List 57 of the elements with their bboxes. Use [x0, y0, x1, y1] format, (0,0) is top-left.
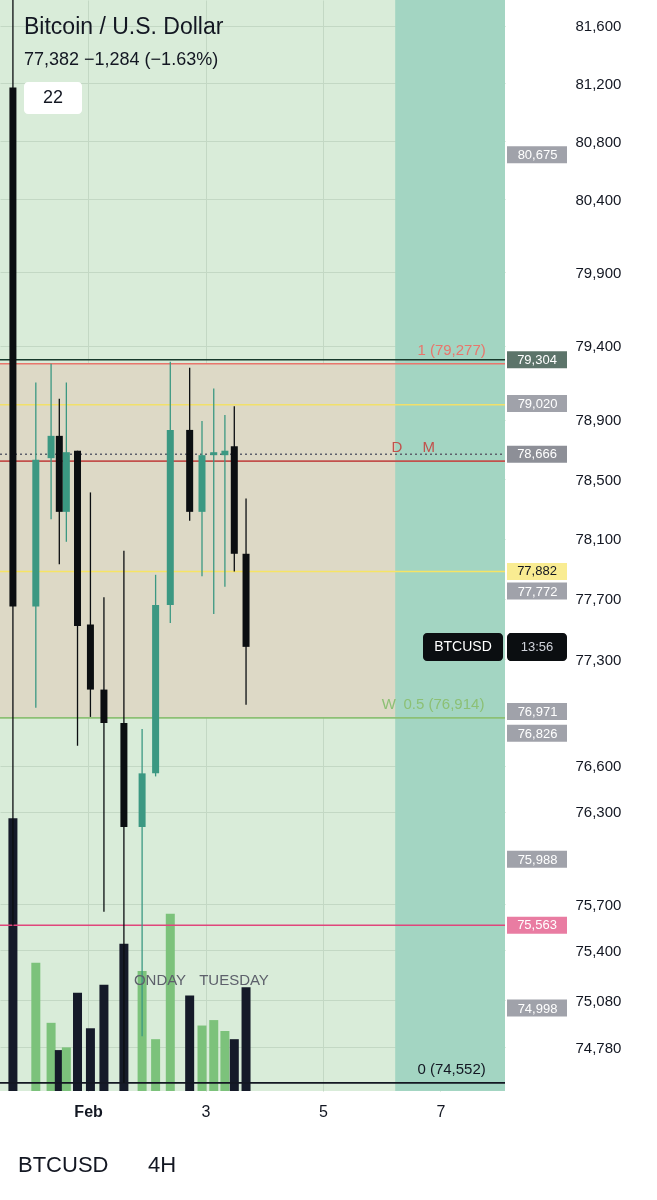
y-tick-label: 76,600	[575, 757, 622, 775]
text: Bitcoin / U.S. Dollar	[24, 13, 224, 39]
annotation: D	[391, 438, 403, 456]
candlestick	[100, 596, 108, 913]
text: 13:56	[520, 639, 554, 654]
y2-tick-label: 77,772	[517, 583, 558, 599]
annotation: BTCUSD	[434, 638, 492, 654]
x-tick-label: 7	[436, 1102, 446, 1120]
text: 77,382 −1,284 (−1.63%)	[24, 49, 219, 69]
y-tick-label: 80,400	[575, 190, 622, 208]
y-tick-label: 75,400	[575, 941, 622, 959]
text: 4H	[148, 1152, 177, 1177]
bar	[31, 962, 41, 1091]
y2-tick-label: 76,826	[517, 725, 558, 741]
annotation: 0.5 (76,914)	[403, 694, 485, 712]
y-tick-label: 76,300	[575, 803, 622, 821]
ref-line-label: 79,304	[517, 351, 557, 367]
y-tick-label: 75,080	[575, 991, 622, 1009]
annotation: W	[381, 694, 397, 712]
candlestick	[47, 363, 55, 520]
y-tick-label: 79,900	[575, 263, 622, 281]
candlestick	[210, 387, 218, 615]
x-tick-label: 3	[201, 1102, 211, 1120]
annotation: TUESDAY	[199, 971, 269, 988]
y-tick-label: 81,600	[575, 17, 622, 35]
y2-tick-label: 80,675	[517, 147, 558, 163]
x-tick-label: Feb	[74, 1102, 104, 1120]
y-tick-label: 79,400	[575, 337, 622, 355]
bar	[197, 1025, 207, 1091]
ref-line-label: 78,666	[517, 446, 557, 462]
y-tick-label: 77,300	[575, 650, 622, 668]
ref-line-label: 77,882	[517, 563, 557, 579]
annotation: 1 (79,277)	[417, 340, 486, 358]
bar	[151, 1039, 161, 1091]
y-tick-label: 77,700	[575, 590, 622, 608]
y2-tick-label: 76,971	[517, 704, 558, 719]
y-tick-label: 75,700	[575, 895, 622, 913]
y-tick-label: 78,900	[575, 411, 622, 429]
bar	[61, 1047, 71, 1091]
annotation: 0 (74,552)	[417, 1059, 486, 1077]
y-tick-label: 74,780	[575, 1038, 622, 1056]
text: BTCUSD	[18, 1152, 109, 1177]
y-tick-label: 80,800	[575, 132, 622, 150]
annotation: M	[422, 438, 435, 456]
bar	[220, 1030, 230, 1091]
y-tick-label: 78,100	[575, 530, 622, 548]
y-tick-label: 78,500	[575, 470, 622, 488]
annotation: 22	[42, 87, 64, 107]
bar	[46, 1022, 56, 1091]
x-tick-label: 5	[319, 1102, 329, 1120]
bar	[209, 1020, 219, 1091]
ref-line-label: 75,563	[517, 917, 557, 933]
y2-tick-label: 74,998	[517, 1000, 558, 1016]
y2-tick-label: 75,988	[517, 851, 558, 867]
candlestick	[221, 414, 229, 588]
y2-tick-label: 79,020	[517, 396, 558, 412]
y-tick-label: 81,200	[575, 74, 622, 92]
